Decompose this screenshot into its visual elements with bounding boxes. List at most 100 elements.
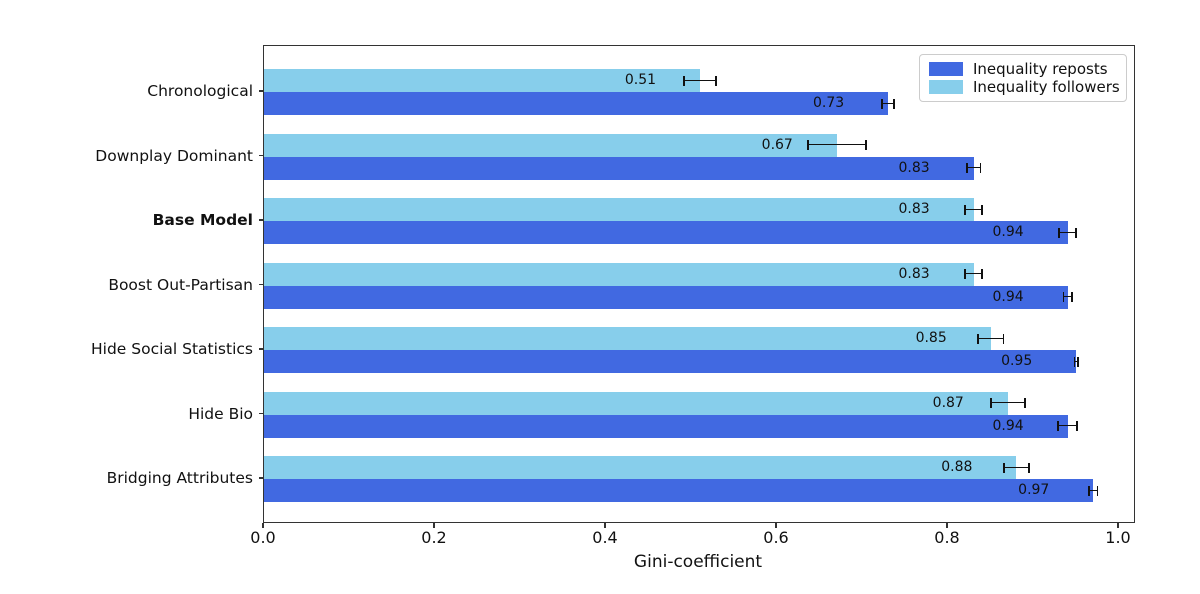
error-bar-line [977,337,1005,339]
error-bar-line [806,144,867,145]
x-tick-mark [604,522,606,528]
error-bar-cap-left [1088,485,1091,496]
bar-value-label: 0.73 [812,95,845,111]
bar-inequality-followers [264,198,974,221]
legend-color-swatch-followers-icon [929,80,963,94]
error-bar-line [964,273,984,274]
error-bar [964,269,984,279]
error-bar-cap-right [981,269,984,279]
category-label-chronological: Chronological [147,82,253,100]
error-bar-line [1002,466,1031,468]
x-tick-label: 1.0 [1105,528,1131,547]
error-bar-cap-right [981,204,984,215]
error-bar-cap-right [979,163,982,173]
error-bar-cap-left [1073,356,1076,367]
bar-value-label: 0.67 [761,136,793,153]
error-bar [1002,462,1031,473]
error-bar-cap-right [1096,485,1099,496]
error-bar [1088,485,1099,496]
error-bar-cap-right [1071,292,1073,302]
category-label-base-model: Base Model [152,211,253,229]
plot-area: 0.51 0.73 0.67 0.83 0.83 0.94 0.83 0.94 0.85 0.95… [263,45,1135,523]
y-tick-mark [259,412,263,415]
category-label-downplay-dominant: Downplay Dominant [95,146,253,165]
bar-value-label: 0.51 [624,72,657,88]
error-bar-cap-left [682,75,685,86]
category-label-boost-out-partisan: Boost Out-Partisan [108,275,253,294]
error-bar-line [1057,425,1078,426]
bar-value-label: 0.83 [898,201,930,217]
error-bar-cap-left [977,333,979,344]
bar-value-label: 0.87 [932,394,964,411]
error-bar-line [989,402,1026,403]
category-label-hide-bio: Hide Bio [188,404,253,423]
bar-inequality-reposts [264,350,1077,373]
error-bar-line [964,208,984,210]
error-bar-cap-left [964,204,967,215]
category-label-bridging-attributes: Bridging Attributes [106,469,253,487]
x-tick-label: 0.4 [592,528,618,547]
bar-value-label: 0.94 [992,417,1024,434]
x-tick-label: 0.0 [250,528,276,547]
error-bar-cap-left [1058,227,1061,238]
x-tick-mark [262,522,264,528]
bar-inequality-followers [264,133,837,157]
bar-inequality-followers [264,456,1017,479]
error-bar-cap-right [715,75,718,86]
bar-inequality-followers [264,262,974,286]
legend-entry-reposts: Inequality reposts [929,60,1117,78]
error-bar-cap-right [864,140,867,150]
bar-inequality-followers [264,327,991,350]
bar-inequality-reposts [264,414,1068,438]
error-bar-cap-left [965,163,968,173]
error-bar-cap-right [1075,227,1078,238]
error-bar-line [682,79,718,81]
error-bar-cap-left [1002,462,1005,473]
x-tick-label: 0.8 [934,528,960,547]
x-tick-mark [433,522,435,528]
bar-inequality-reposts [264,92,889,115]
error-bar-line [881,102,895,104]
error-bar-cap-left [989,398,992,408]
x-tick-label: 0.2 [421,528,447,547]
error-bar-cap-right [1077,356,1079,367]
y-tick-mark [259,219,263,221]
error-bar-line [1062,296,1073,297]
bar-inequality-reposts [264,221,1068,244]
error-bar [1057,421,1078,431]
bar-inequality-reposts [264,285,1068,309]
error-bar [806,140,867,150]
error-bar-cap-left [881,98,884,109]
error-bar-cap-left [964,269,967,279]
error-bar-line [965,167,982,168]
bar-value-label: 0.97 [1018,482,1050,498]
error-bar [989,398,1026,408]
error-bar [977,333,1005,344]
bar-value-label: 0.85 [915,330,947,346]
error-bar [1062,292,1073,302]
bar-value-label: 0.83 [898,265,930,282]
error-bar-line [1073,360,1079,362]
error-bar-cap-left [1057,421,1060,431]
bar-value-label: 0.94 [992,224,1024,240]
category-label-hide-social-statistics: Hide Social Statistics [90,340,253,358]
error-bar-line [1058,231,1078,233]
bar-inequality-reposts [264,156,974,180]
bar-value-label: 0.95 [1001,353,1033,369]
legend: Inequality reposts Inequality followers [919,54,1127,102]
bar-inequality-followers [264,391,1008,415]
error-bar-line [1088,489,1099,491]
error-bar-cap-left [806,140,809,150]
error-bar [682,75,718,86]
error-bar [965,163,982,173]
y-tick-mark [259,283,263,286]
y-tick-mark [259,348,263,350]
x-tick-mark [946,522,948,528]
legend-label-followers: Inequality followers [973,78,1120,96]
error-bar [964,204,984,215]
error-bar-cap-right [1028,462,1031,473]
error-bar [1058,227,1078,238]
y-tick-mark [259,154,263,157]
x-axis-label: Gini-coefficient [633,552,763,572]
